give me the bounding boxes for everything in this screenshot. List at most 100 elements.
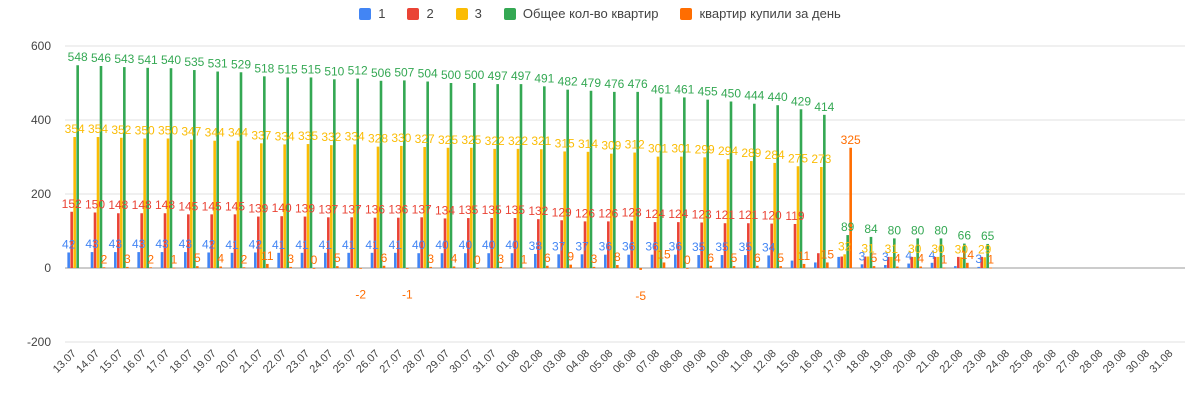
bar-bought [219, 266, 222, 268]
legend-item-series-3[interactable]: 3 [455, 6, 482, 21]
data-label: 354 [65, 122, 85, 136]
bar-total [473, 83, 476, 268]
data-label: 482 [558, 75, 578, 89]
bar-bought [149, 267, 152, 269]
bar-series-2 [793, 223, 797, 268]
legend-label-series-3: 3 [474, 6, 482, 21]
data-label: 325 [438, 133, 458, 147]
bar-series-1 [720, 255, 724, 268]
data-label: 3 [975, 252, 982, 266]
bar-series-1 [837, 256, 840, 268]
bar-bought [919, 266, 922, 268]
bar-bought [429, 266, 432, 268]
bar-series-2 [770, 223, 773, 268]
bar-series-1 [160, 252, 164, 268]
data-label: 41 [295, 238, 309, 252]
data-label: 124 [668, 207, 688, 221]
bar-series-2 [397, 217, 400, 268]
bar-series-3 [913, 256, 916, 268]
bar-total [799, 109, 803, 269]
bar-series-1 [954, 266, 957, 268]
legend-item-bought[interactable]: квартир купили за день [680, 6, 841, 21]
bar-bought [639, 268, 642, 270]
data-label: 80 [911, 223, 925, 237]
bar-series-3 [143, 138, 146, 268]
bar-series-1 [417, 253, 420, 268]
x-tick-label: 16.08 [798, 348, 826, 376]
bar-series-3 [843, 254, 846, 268]
data-label: 515 [301, 62, 321, 76]
bar-total [986, 243, 989, 268]
legend-label-total: Общее кол-во квартир [522, 6, 659, 21]
x-tick-label: 08.08 [658, 348, 686, 376]
data-label: 3 [497, 252, 504, 266]
bar-series-3 [680, 156, 683, 268]
bar-series-2 [163, 213, 167, 268]
data-label: 41 [389, 238, 403, 252]
data-label: 321 [531, 134, 551, 148]
data-label: 1 [521, 253, 528, 267]
data-label: 347 [181, 125, 201, 139]
x-tick-label: 19.07 [191, 348, 219, 376]
data-label: 4 [451, 252, 458, 266]
bar-total [146, 67, 149, 268]
bar-series-3 [586, 151, 590, 268]
bar-series-1 [650, 254, 654, 268]
data-label: 540 [161, 53, 181, 67]
bar-series-1 [907, 263, 910, 268]
bar-total [169, 68, 173, 268]
data-label: 30 [931, 242, 945, 256]
data-label: 0 [311, 253, 318, 267]
bar-series-2 [537, 219, 540, 268]
x-tick-label: 20.08 [891, 348, 919, 376]
x-tick-label: 03.08 [541, 348, 569, 376]
data-label: 34 [762, 240, 776, 254]
legend-item-total[interactable]: Общее кол-во квартир [503, 6, 659, 21]
x-tick-label: 27.08 [1054, 348, 1082, 376]
bar-total [356, 78, 359, 268]
bar-series-1 [744, 255, 747, 268]
legend-swatch-bought [680, 7, 693, 20]
bar-total [636, 91, 639, 268]
bar-series-1 [814, 262, 817, 268]
bar-total [729, 101, 733, 268]
bar-total [403, 80, 406, 268]
bar-total [613, 91, 616, 268]
bar-series-2 [910, 256, 913, 268]
legend-item-series-1[interactable]: 1 [359, 6, 385, 21]
data-label: 128 [622, 206, 642, 220]
bar-series-3 [400, 145, 403, 268]
legend-item-series-2[interactable]: 2 [407, 6, 434, 21]
bar-total [753, 103, 756, 268]
x-tick-label: 05.08 [588, 348, 616, 376]
x-tick-label: 21.08 [914, 348, 942, 376]
bar-bought [802, 263, 806, 268]
x-tick-label: 04.08 [564, 348, 592, 376]
bar-series-2 [257, 216, 260, 268]
data-label: 5 [777, 251, 784, 265]
data-label: 327 [415, 132, 435, 146]
bar-total [776, 105, 779, 268]
bar-series-2 [443, 218, 447, 268]
bar-total [309, 77, 313, 268]
bar-series-3 [563, 151, 566, 268]
data-label: 352 [111, 123, 131, 137]
data-label: 507 [394, 65, 414, 79]
bar-bought [382, 265, 386, 268]
data-label: 6 [754, 251, 761, 265]
x-tick-label: 13.07 [51, 348, 79, 376]
bar-series-3 [446, 147, 450, 268]
x-tick-label: 30.07 [448, 348, 476, 376]
bar-series-2 [560, 220, 563, 268]
bar-series-1 [790, 260, 794, 268]
data-label: 450 [721, 87, 741, 101]
data-label: 6 [544, 251, 551, 265]
data-label: 344 [205, 126, 225, 140]
data-label: 546 [91, 51, 111, 65]
data-label: 328 [368, 132, 388, 146]
x-tick-label: 07.08 [634, 348, 662, 376]
bar-series-2 [840, 256, 843, 268]
bar-series-3 [656, 156, 660, 268]
data-label: 4 [929, 248, 936, 262]
data-label: 289 [741, 146, 761, 160]
